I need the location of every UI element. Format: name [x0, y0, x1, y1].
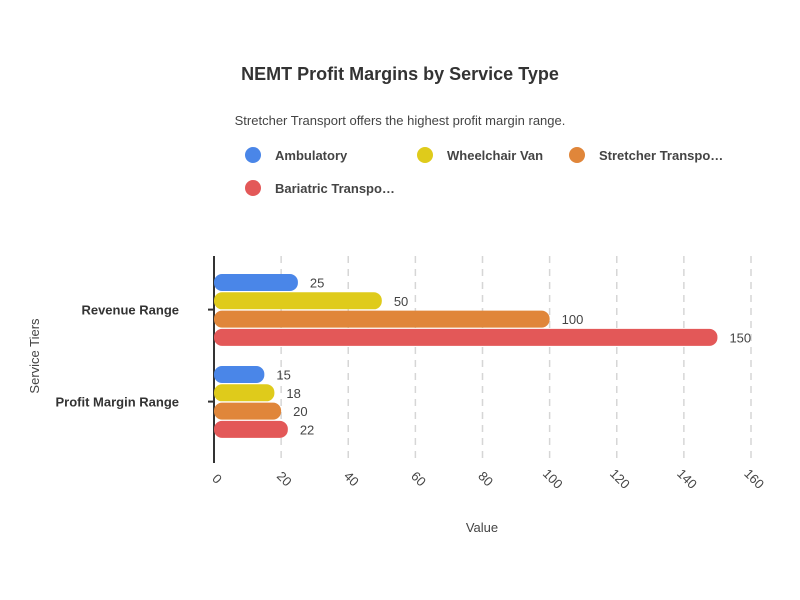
x-tick-label: 0: [209, 471, 225, 487]
legend-label-ambulatory: Ambulatory: [275, 147, 348, 163]
data-label: 20: [293, 404, 307, 419]
data-label: 22: [300, 422, 314, 437]
data-label: 15: [276, 368, 290, 383]
legend-swatch-stretcher-transport: [569, 147, 585, 163]
data-label: 25: [310, 276, 324, 291]
bar: [214, 310, 550, 328]
chart-subtitle: Stretcher Transport offers the highest p…: [234, 113, 566, 128]
legend-item-wheelchair-van: Wheelchair Van: [417, 145, 543, 165]
x-tick-label: 120: [607, 466, 633, 492]
bar: [214, 274, 298, 291]
bar: [214, 420, 288, 438]
legend-swatch-ambulatory: [245, 147, 261, 163]
x-tick-label: 40: [341, 468, 362, 489]
legend-label-stretcher-transport: Stretcher Transpo…: [599, 147, 724, 163]
bar: [214, 292, 382, 310]
x-tick-label: 100: [540, 466, 566, 492]
bar: [214, 384, 275, 402]
bar: [214, 328, 718, 346]
category-label: Revenue Range: [81, 303, 179, 318]
data-label: 18: [286, 386, 300, 401]
y-axis-title: Service Tiers: [27, 318, 42, 394]
data-label: 50: [394, 294, 408, 309]
category-label: Profit Margin Range: [55, 395, 179, 410]
legend-swatch-bariatric-transport: [245, 180, 261, 196]
data-label: 150: [729, 330, 751, 345]
x-tick-label: 60: [408, 468, 429, 489]
chart-title: NEMT Profit Margins by Service Type: [241, 64, 559, 84]
legend-label-wheelchair-van: Wheelchair Van: [447, 147, 544, 163]
data-label: 100: [562, 312, 584, 327]
legend-swatch-wheelchair-van: [417, 147, 433, 163]
legend-label-bariatric-transport: Bariatric Transpo…: [275, 180, 395, 196]
bar: [214, 402, 282, 420]
legend-item-ambulatory: Ambulatory: [245, 145, 347, 165]
x-tick-label: 160: [741, 466, 767, 492]
x-tick-label: 140: [674, 466, 700, 492]
legend: Ambulatory Wheelchair Van Stretcher Tran…: [0, 0, 800, 200]
legend-item-bariatric-transport: Bariatric Transpo…: [245, 178, 395, 198]
x-tick-label: 80: [475, 468, 496, 489]
legend-item-stretcher-transport: Stretcher Transpo…: [569, 145, 723, 165]
bar: [214, 366, 265, 383]
x-tick-label: 20: [274, 468, 295, 489]
x-axis-title: Value: [466, 520, 498, 535]
